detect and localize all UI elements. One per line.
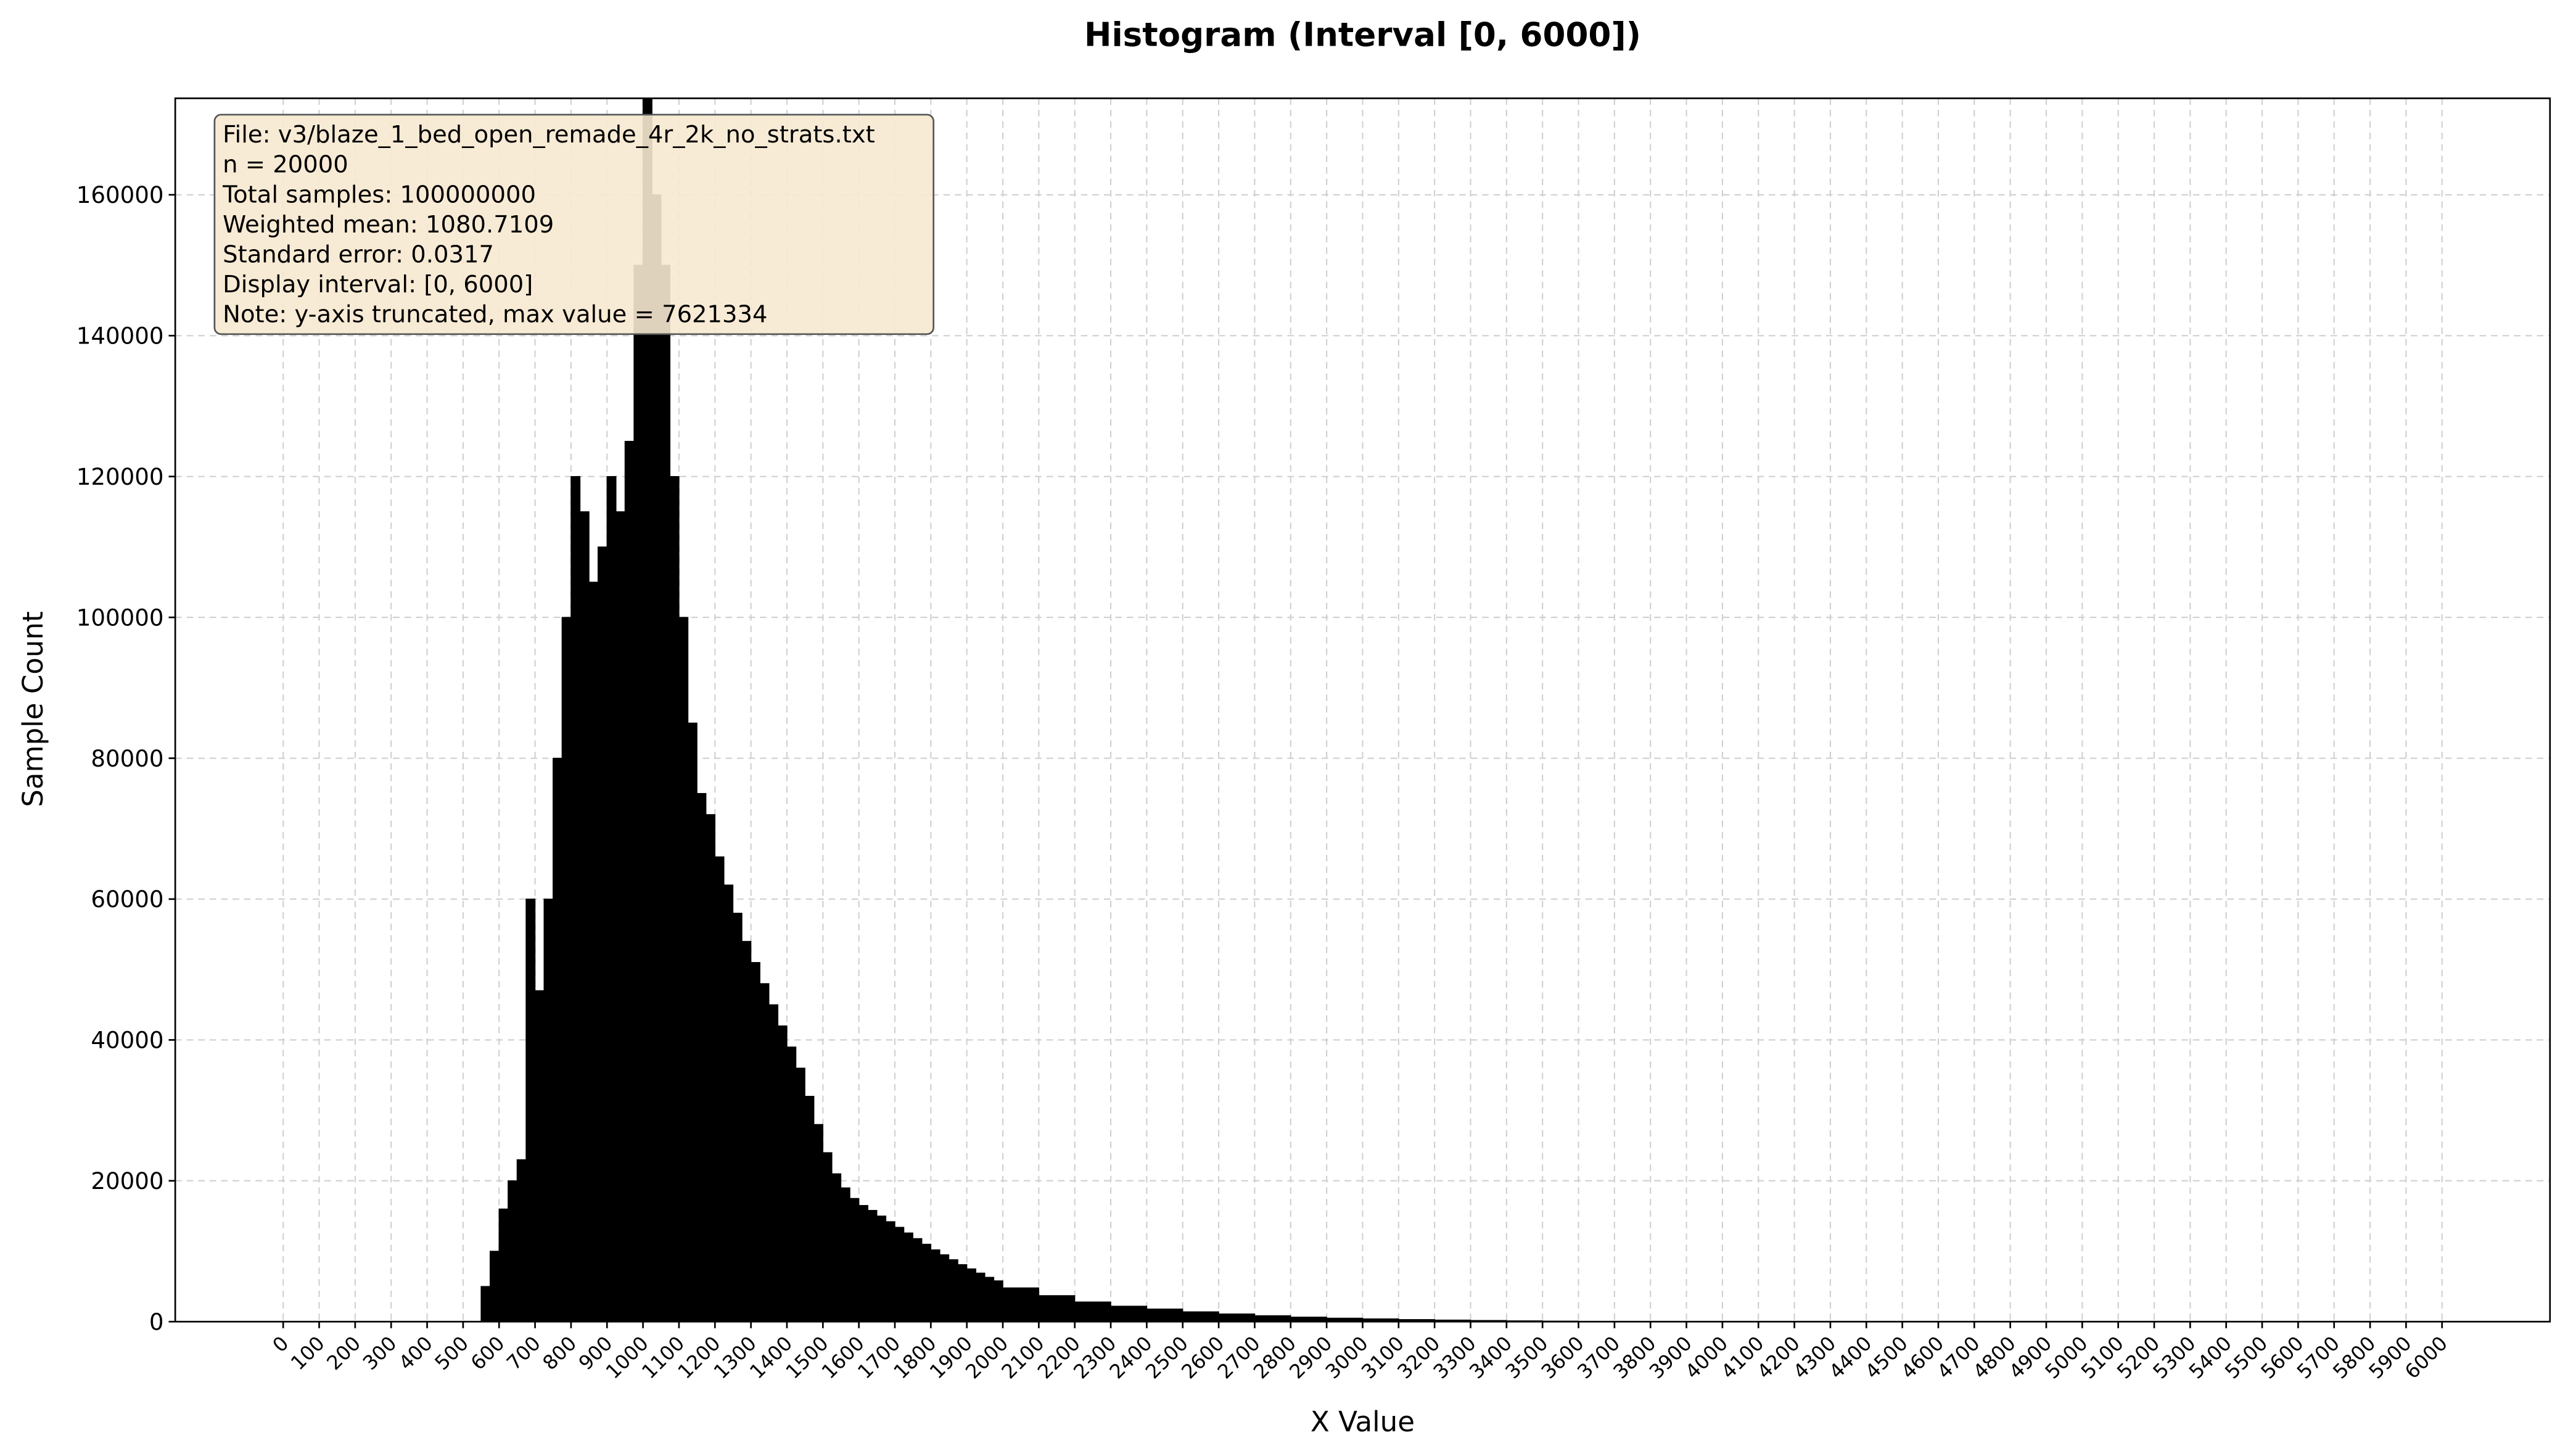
bar [723, 884, 734, 1322]
bar [732, 913, 743, 1322]
bar [651, 194, 662, 1322]
bar [480, 1286, 491, 1322]
bar [543, 899, 554, 1322]
bar [921, 1243, 932, 1322]
chart-title: Histogram (Interval [0, 6000]) [1084, 15, 1641, 54]
bar [822, 1152, 833, 1322]
bar [957, 1264, 968, 1322]
bar [849, 1198, 860, 1322]
y-tick-label: 120000 [76, 463, 164, 490]
bar [867, 1210, 878, 1322]
bar [525, 899, 536, 1322]
y-tick-label: 0 [149, 1308, 164, 1335]
bar [768, 1004, 779, 1322]
bar [786, 1047, 797, 1322]
bar [678, 617, 689, 1322]
annotation-box [213, 113, 935, 335]
annotation-line: Note: y-axis truncated, max value = 7621… [223, 301, 767, 329]
annotation: File: v3/blaze_1_bed_open_remade_4r_2k_n… [213, 113, 935, 335]
bar [858, 1205, 868, 1322]
annotation-line: Total samples: 100000000 [222, 181, 536, 208]
bar [1074, 1301, 1111, 1322]
bar [813, 1124, 823, 1322]
bar [516, 1159, 527, 1322]
annotation-line: Weighted mean: 1080.7109 [223, 211, 554, 239]
bar [876, 1215, 887, 1322]
bar [930, 1249, 940, 1322]
y-tick-label: 140000 [76, 323, 164, 350]
bar [606, 476, 617, 1322]
bar [624, 440, 635, 1322]
bar [948, 1259, 958, 1322]
bar [984, 1277, 995, 1322]
bar [759, 983, 770, 1322]
bar [831, 1173, 842, 1322]
bar [706, 814, 715, 1322]
bar [1038, 1295, 1076, 1322]
bar [1218, 1313, 1256, 1322]
annotation-line: n = 20000 [223, 151, 348, 179]
bar [570, 476, 581, 1322]
bar [696, 792, 707, 1322]
bar [885, 1221, 895, 1322]
bar [714, 856, 725, 1322]
bar [1002, 1287, 1040, 1322]
bar [588, 582, 599, 1322]
plot-frame [174, 97, 2551, 1323]
bar [669, 476, 680, 1322]
annotation-line: Standard error: 0.0317 [223, 241, 494, 269]
bar [1146, 1308, 1183, 1322]
annotation-line: Display interval: [0, 6000] [223, 271, 533, 298]
bar [750, 962, 760, 1322]
bar [993, 1280, 1003, 1322]
bar [498, 1208, 509, 1322]
bar [966, 1268, 976, 1322]
bar [561, 617, 572, 1322]
bar [804, 1096, 815, 1322]
bar [939, 1254, 950, 1322]
bar [1254, 1315, 1291, 1322]
bar [615, 511, 626, 1322]
x-axis-label: X Value [1311, 1405, 1415, 1438]
y-tick-label: 20000 [91, 1167, 163, 1195]
bar [661, 265, 671, 1322]
bar [579, 511, 590, 1322]
y-tick-label: 160000 [76, 181, 164, 208]
bar [912, 1238, 923, 1322]
bar [598, 546, 607, 1322]
bar [894, 1227, 905, 1322]
y-tick-label: 80000 [91, 745, 163, 772]
bar [1110, 1306, 1148, 1322]
bar [687, 722, 698, 1322]
y-tick-label: 60000 [91, 886, 163, 913]
bar [777, 1025, 788, 1322]
y-axis-label: Sample Count [17, 611, 49, 807]
bar [741, 940, 752, 1322]
bar [903, 1232, 913, 1322]
y-tick-label: 100000 [76, 604, 164, 631]
bar [975, 1272, 986, 1322]
bar [508, 1180, 518, 1322]
bar [489, 1251, 500, 1322]
bar [840, 1187, 850, 1322]
bars [480, 98, 1579, 1322]
bar [1182, 1311, 1219, 1322]
bar [633, 265, 644, 1322]
bar [534, 990, 545, 1322]
y-tick-label: 40000 [91, 1027, 163, 1054]
bar [795, 1067, 805, 1322]
bar [553, 757, 563, 1322]
annotation-line: File: v3/blaze_1_bed_open_remade_4r_2k_n… [223, 121, 875, 149]
ticks: 0 20000 40000 60000 80000 100000 120000 140000 1… [76, 181, 2452, 1383]
